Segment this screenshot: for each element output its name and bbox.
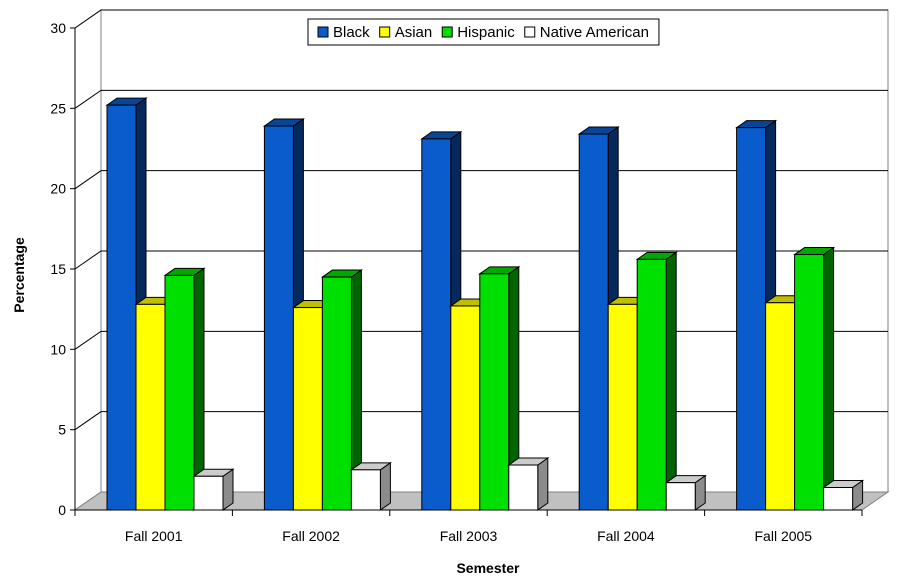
legend: Black Asian Hispanic Native American <box>307 18 660 46</box>
axes <box>70 27 863 516</box>
y-tick-label: 20 <box>50 181 66 197</box>
bar <box>793 246 836 511</box>
legend-swatch <box>379 26 391 38</box>
legend-label: Hispanic <box>457 24 515 41</box>
x-axis-title: Semester <box>456 560 520 576</box>
legend-swatch <box>441 26 453 38</box>
legend-label: Native American <box>540 24 649 41</box>
bar <box>320 269 363 511</box>
bar <box>635 251 678 511</box>
x-tick-label: Fall 2003 <box>440 528 498 544</box>
bars <box>105 97 865 511</box>
x-tick-label: Fall 2005 <box>755 528 813 544</box>
y-axis-title: Percentage <box>11 237 27 313</box>
gridline <box>74 9 888 29</box>
x-tick-label: Fall 2002 <box>282 528 340 544</box>
x-tick-label: Fall 2001 <box>125 528 183 544</box>
y-tick-label: 15 <box>50 261 66 277</box>
y-tick-labels: 0 5 10 15 20 25 30 <box>50 20 66 518</box>
x-tick-labels: Fall 2001 Fall 2002 Fall 2003 Fall 2004 Fall… <box>125 528 812 544</box>
y-tick-label: 10 <box>50 341 66 357</box>
y-tick-label: 30 <box>50 20 66 36</box>
x-tick-label: Fall 2004 <box>597 528 655 544</box>
bar <box>478 265 521 511</box>
bar <box>664 474 707 511</box>
y-tick-label: 5 <box>58 422 66 438</box>
legend-swatch <box>524 26 536 38</box>
bar <box>163 267 206 511</box>
legend-box <box>307 18 660 46</box>
gridline <box>74 170 888 190</box>
y-tick-label: 0 <box>58 502 66 518</box>
bar <box>507 457 550 511</box>
legend-label: Black <box>333 24 370 41</box>
bar <box>822 479 865 511</box>
gridline <box>74 89 888 109</box>
bar <box>192 468 235 511</box>
gridline <box>74 250 888 270</box>
y-tick-label: 25 <box>50 100 66 116</box>
legend-swatch <box>317 26 329 38</box>
bar <box>349 461 392 511</box>
legend-label: Asian <box>395 24 433 41</box>
